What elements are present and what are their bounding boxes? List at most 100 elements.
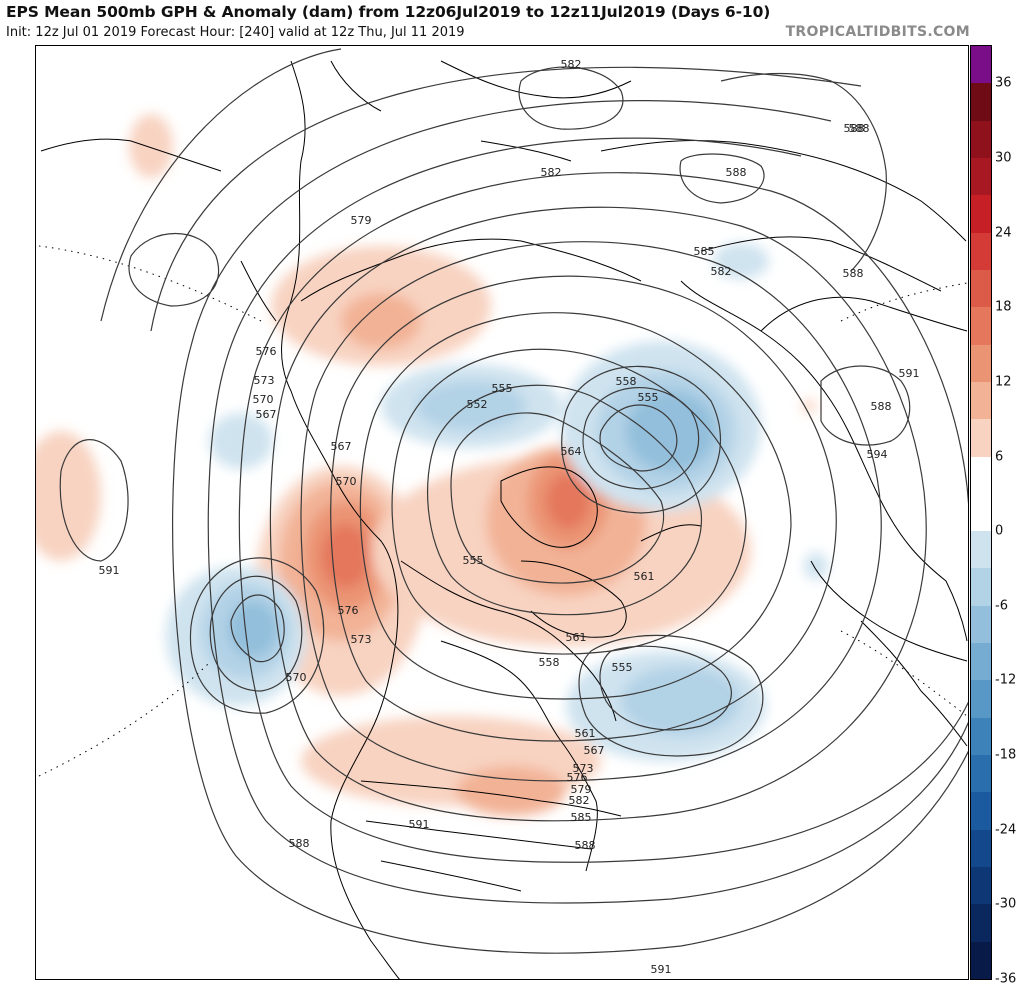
contour-label: 552: [467, 398, 488, 411]
coastlines: [40, 60, 968, 979]
colorbar-segment: [971, 419, 991, 457]
colorbar-tick-label: -24: [995, 822, 1017, 838]
contour-label: 558: [616, 375, 637, 388]
contour-label: 576: [338, 604, 359, 617]
colorbar-segment: [971, 307, 991, 346]
positive-anomaly: [36, 431, 101, 561]
contour-label: 588: [849, 122, 870, 135]
contour-label: 591: [409, 818, 430, 831]
contour-label: 573: [254, 374, 275, 387]
negative-anomaly: [804, 552, 828, 580]
map-panel: 5825885885825795855825885885915765735705…: [35, 45, 969, 980]
contour-label: 582: [569, 794, 590, 807]
contour-label: 576: [567, 771, 588, 784]
colorbar-segment: [971, 344, 991, 383]
negative-anomaly: [713, 243, 769, 279]
graticule: [38, 245, 968, 777]
contour-label: 591: [651, 963, 672, 976]
colorbar-segment: [971, 456, 991, 495]
negative-anomaly: [209, 413, 273, 469]
positive-anomaly: [456, 766, 566, 816]
colorbar-segment: [971, 232, 991, 271]
colorbar-tick-label: -6: [995, 598, 1008, 614]
contour-label: 579: [351, 214, 372, 227]
contour-label: 567: [331, 440, 352, 453]
colorbar-tick-label: -12: [995, 672, 1017, 688]
colorbar-segment: [971, 680, 991, 719]
contour-label: 591: [99, 564, 120, 577]
anomaly-colorbar: [970, 45, 992, 980]
contour-label: 558: [539, 656, 560, 669]
colorbar-tick-label: 36: [995, 75, 1012, 91]
colorbar-tick-label: 30: [995, 150, 1012, 166]
contour-label: 561: [566, 631, 587, 644]
contour-label: 582: [561, 58, 582, 71]
anomaly-shading: [36, 114, 828, 816]
gph-contours: [59, 48, 968, 954]
colorbar-segment: [971, 941, 991, 980]
contour-label: 588: [844, 122, 865, 135]
colorbar-segment: [971, 829, 991, 868]
negative-anomaly: [621, 666, 741, 736]
colorbar-segment: [971, 531, 991, 569]
contour-label: 555: [463, 554, 484, 567]
colorbar-segment: [971, 46, 991, 84]
contour-label: 582: [711, 265, 732, 278]
contour-label: 567: [256, 408, 277, 421]
colorbar-segment: [971, 83, 991, 122]
contour-label: 576: [256, 345, 277, 358]
site-watermark: TROPICALTIDBITS.COM: [785, 24, 970, 40]
colorbar-segment: [971, 867, 991, 905]
contour-label: 573: [573, 762, 594, 775]
negative-anomaly: [626, 391, 716, 471]
map-canvas: 5825885885825795855825885885915765735705…: [36, 48, 968, 979]
colorbar-segment: [971, 904, 991, 943]
negative-anomaly: [416, 381, 526, 431]
colorbar-segment: [971, 381, 991, 420]
contour-label: 588: [289, 837, 310, 850]
colorbar-segment: [971, 792, 991, 831]
contour-label: 588: [726, 166, 747, 179]
colorbar-tick-label: 0: [995, 523, 1004, 539]
contour-label: 588: [575, 839, 596, 852]
colorbar-segment: [971, 568, 991, 607]
contour-label: 570: [253, 393, 274, 406]
colorbar-segment: [971, 269, 991, 308]
contour-label: 555: [492, 382, 513, 395]
contour-label: 570: [336, 475, 357, 488]
contour-label: 588: [843, 267, 864, 280]
positive-anomaly: [802, 399, 816, 413]
negative-anomaly: [228, 601, 278, 657]
colorbar-tick-label: 6: [995, 449, 1004, 465]
contour-label: 564: [561, 445, 582, 458]
contour-label: 561: [634, 570, 655, 583]
colorbar-segment: [971, 717, 991, 756]
colorbar-tick-label: 24: [995, 225, 1012, 241]
map-title: EPS Mean 500mb GPH & Anomaly (dam) from …: [6, 3, 771, 21]
contour-labels: 5825885885825795855825885885915765735705…: [99, 58, 920, 976]
colorbar-tick-label: -36: [995, 971, 1017, 987]
contour-label: 588: [871, 400, 892, 413]
contour-label: 555: [638, 391, 659, 404]
colorbar-segment: [971, 195, 991, 234]
contour-label: 555: [612, 661, 633, 674]
colorbar-tick-label: -30: [995, 896, 1017, 912]
contour-label: 591: [899, 367, 920, 380]
colorbar-segment: [971, 643, 991, 681]
colorbar-segment: [971, 493, 991, 532]
contour-label: 567: [584, 744, 605, 757]
contour-label: 573: [351, 633, 372, 646]
colorbar-segment: [971, 120, 991, 159]
contour-label: 570: [286, 671, 307, 684]
contour-label: 579: [571, 783, 592, 796]
colorbar-tick-label: 12: [995, 374, 1012, 390]
contour-label: 585: [571, 811, 592, 824]
contour-label: 594: [867, 448, 888, 461]
contour-label: 585: [694, 245, 715, 258]
colorbar-tick-label: -18: [995, 747, 1017, 763]
contour-label: 582: [541, 166, 562, 179]
colorbar-segment: [971, 755, 991, 793]
contour-label: 561: [575, 727, 596, 740]
positive-anomaly: [546, 473, 590, 529]
colorbar-segment: [971, 605, 991, 644]
